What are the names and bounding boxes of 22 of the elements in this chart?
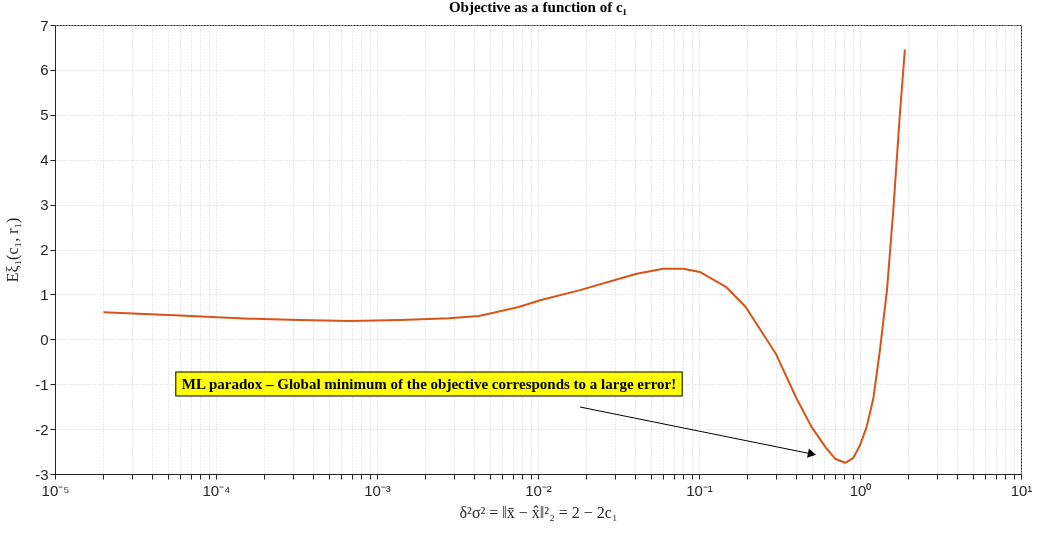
- y-tick-label: 3: [40, 196, 49, 214]
- x-tick-label: 10⁻⁴: [202, 481, 231, 499]
- chart-title: Objective as a function of c₁: [448, 0, 628, 15]
- x-tick-label: 10¹: [1010, 481, 1033, 499]
- x-tick-label: 10⁻¹: [686, 481, 713, 499]
- y-tick-label: 7: [40, 16, 49, 34]
- y-tick-label: -2: [35, 420, 49, 438]
- y-tick-label: 5: [40, 106, 49, 124]
- annotation: ML paradox – Global minimum of the objective corresponds to a large error!: [181, 376, 677, 392]
- y-axis-title: Eξ₁(c₁, r₁): [4, 217, 23, 283]
- x-tick-label: 10⁰: [849, 481, 872, 499]
- y-tick-label: 1: [40, 285, 49, 303]
- x-axis-title: δ²σ² = ‖x̄ − x̂‖²₂ = 2 − 2c₁: [459, 503, 618, 521]
- x-tick-label: 10⁻²: [525, 481, 552, 499]
- y-tick-label: -3: [35, 465, 49, 483]
- x-tick-label: 10⁻³: [364, 481, 391, 499]
- x-tick-label: 10⁻⁵: [41, 481, 70, 499]
- y-tick-label: 6: [40, 61, 49, 79]
- y-tick-label: -1: [35, 375, 49, 393]
- y-tick-label: 2: [40, 241, 49, 258]
- y-tick-label: 0: [40, 330, 49, 348]
- y-tick-label: 4: [40, 151, 49, 169]
